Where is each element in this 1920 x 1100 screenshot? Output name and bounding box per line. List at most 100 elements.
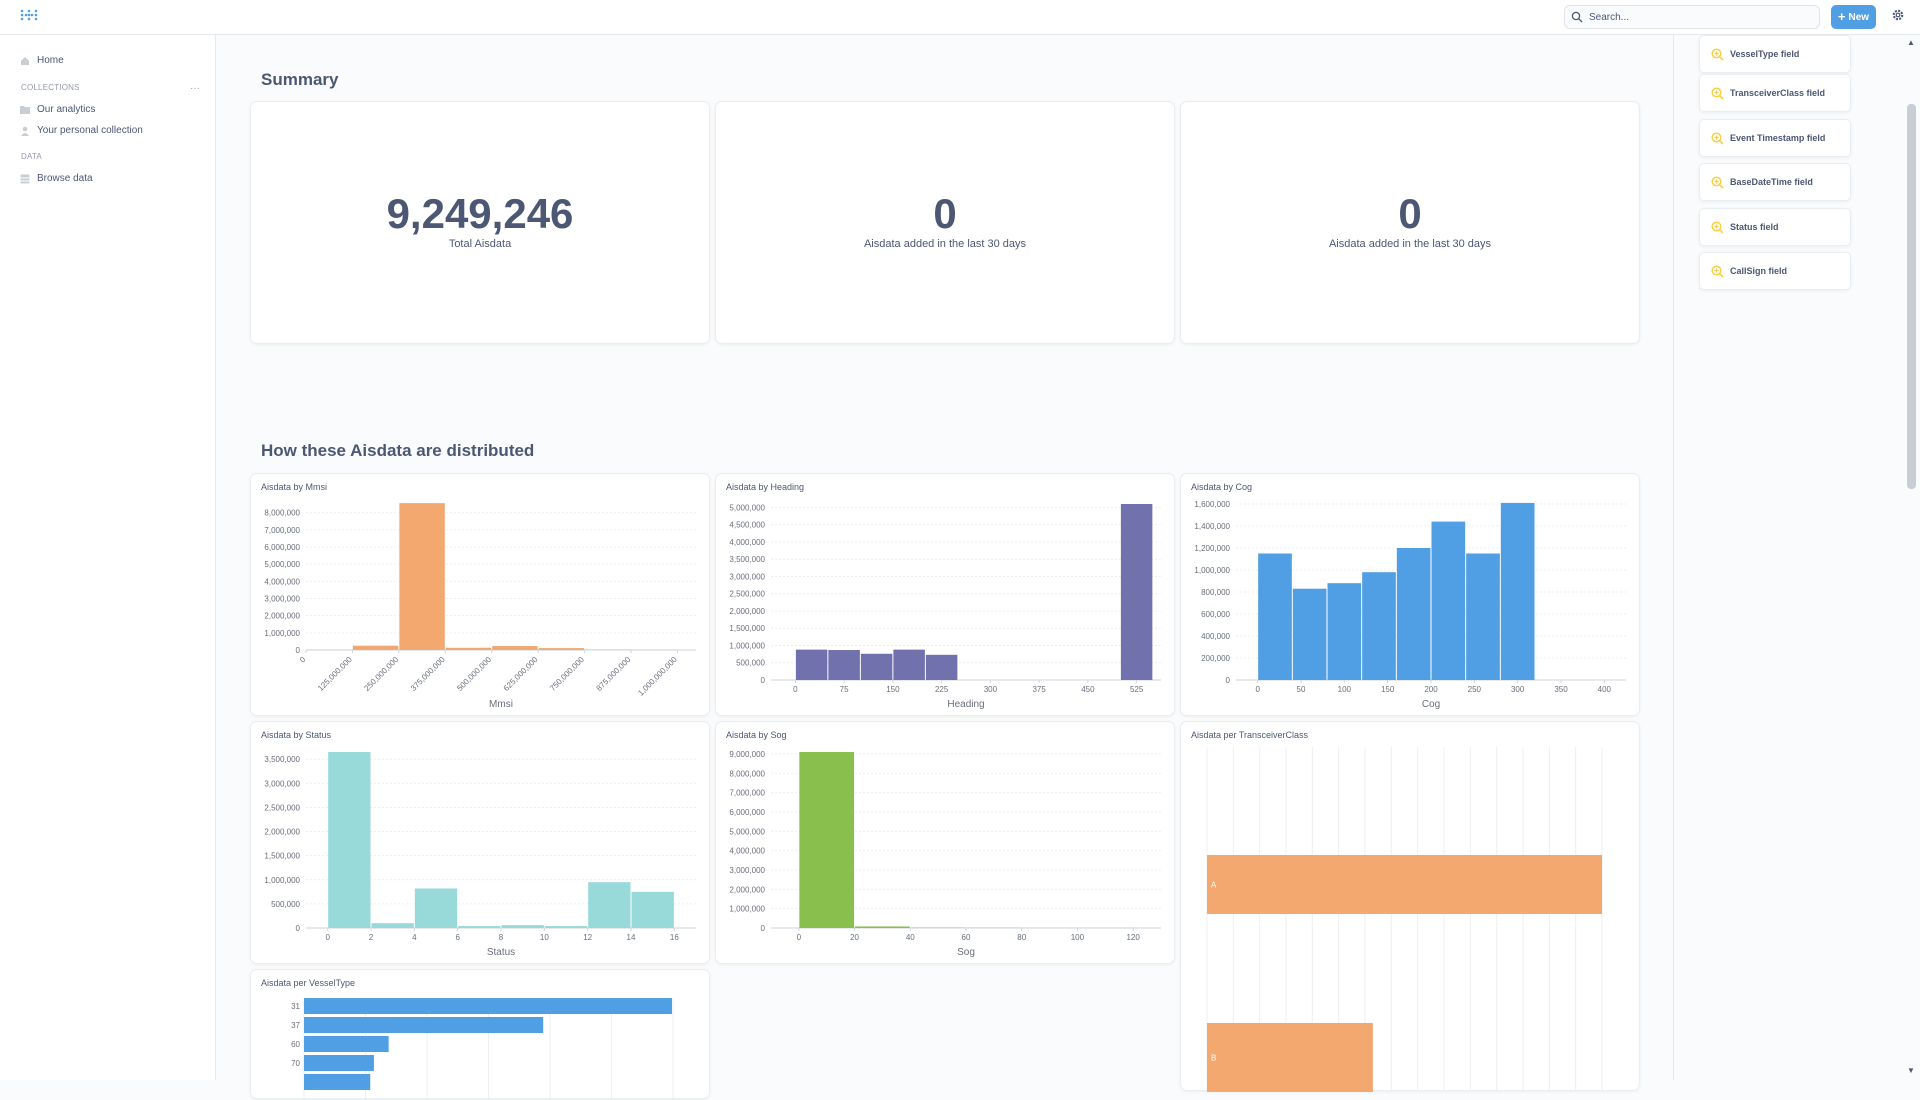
y-tick-label: 4,500,000 — [729, 521, 765, 530]
histogram-bar[interactable] — [796, 650, 828, 680]
y-tick-label: 1,600,000 — [1194, 500, 1230, 509]
histogram-bar[interactable] — [502, 925, 544, 928]
metabase-logo-icon[interactable] — [20, 9, 38, 28]
histogram-bar[interactable] — [458, 926, 500, 928]
bar-chart-svg: AB — [1181, 722, 1641, 1092]
x-tick-label: 350 — [1554, 685, 1568, 694]
zoom-in-icon — [1711, 87, 1724, 100]
field-suggestion-transceiverclass[interactable]: TransceiverClass field — [1699, 74, 1851, 112]
histogram-bar[interactable] — [893, 650, 925, 680]
x-tick-label: 80 — [1017, 933, 1026, 942]
histogram-bar[interactable] — [545, 926, 587, 928]
sidebar-item-browse-data[interactable]: Browse data — [20, 173, 93, 184]
bar[interactable] — [1207, 1023, 1373, 1092]
bar[interactable] — [304, 1036, 389, 1052]
x-tick-label: 10 — [540, 933, 549, 942]
y-tick-label: 1,500,000 — [729, 624, 765, 633]
histogram-bar[interactable] — [926, 655, 958, 680]
bar[interactable] — [304, 1055, 374, 1071]
histogram-bar[interactable] — [492, 646, 537, 650]
histogram-bar[interactable] — [1362, 572, 1396, 680]
scroll-up-arrow-icon[interactable]: ▲ — [1907, 38, 1915, 47]
field-suggestion-callsign[interactable]: CallSign field — [1699, 252, 1851, 290]
y-category-label: 31 — [291, 1002, 300, 1011]
histogram-bar[interactable] — [415, 888, 457, 928]
histogram-bar[interactable] — [588, 882, 630, 928]
sidebar-item-label: Our analytics — [37, 104, 95, 115]
histogram-bar[interactable] — [632, 892, 674, 928]
x-tick-label: 100 — [1071, 933, 1085, 942]
histogram-bar[interactable] — [399, 503, 444, 650]
histogram-bar[interactable] — [1501, 503, 1535, 680]
histogram-bar[interactable] — [1121, 504, 1153, 680]
x-tick-label: 50 — [1297, 685, 1306, 694]
x-tick-label: 6 — [455, 933, 460, 942]
field-suggestion-basedatetime[interactable]: BaseDateTime field — [1699, 163, 1851, 201]
histogram-bar[interactable] — [1397, 548, 1431, 680]
x-tick-label: 875,000,000 — [595, 655, 633, 693]
sidebar-item-label: Home — [37, 55, 64, 66]
y-tick-label: 3,000,000 — [729, 866, 765, 875]
histogram-bar[interactable] — [1432, 522, 1466, 680]
y-tick-label: 1,400,000 — [1194, 522, 1230, 531]
y-tick-label: 2,500,000 — [264, 803, 300, 812]
y-tick-label: 0 — [296, 924, 301, 933]
sidebar-item-our-analytics[interactable]: Our analytics — [20, 104, 95, 115]
bar[interactable] — [304, 1017, 543, 1033]
bar[interactable] — [1207, 855, 1602, 914]
histogram-bar[interactable] — [539, 648, 584, 650]
histogram-bar[interactable] — [353, 646, 398, 650]
scroll-down-arrow-icon[interactable]: ▼ — [1907, 1066, 1915, 1075]
histogram-bar[interactable] — [328, 752, 370, 928]
histogram-bar[interactable] — [1466, 554, 1500, 681]
added-last-30-days-card[interactable]: 0 Aisdata added in the last 30 days — [1180, 101, 1640, 344]
search-input[interactable] — [1589, 9, 1809, 25]
field-suggestion-status[interactable]: Status field — [1699, 208, 1851, 246]
zoom-in-icon — [1711, 132, 1724, 145]
y-tick-label: 3,000,000 — [264, 779, 300, 788]
histogram-bar[interactable] — [861, 654, 893, 680]
sidebar-item-home[interactable]: Home — [20, 55, 64, 66]
new-button[interactable]: + New — [1831, 5, 1876, 29]
y-tick-label: 7,000,000 — [264, 526, 300, 535]
histogram-bar[interactable] — [1258, 554, 1292, 681]
histogram-bar[interactable] — [1293, 589, 1327, 680]
histogram-bar[interactable] — [799, 752, 854, 928]
histogram-bar[interactable] — [1328, 583, 1362, 680]
x-tick-label: 375,000,000 — [409, 655, 447, 693]
histogram-bar[interactable] — [446, 648, 491, 650]
data-heading: DATA — [21, 152, 42, 161]
sidebar-item-label: Your personal collection — [37, 125, 143, 136]
field-suggestion-vesseltype[interactable]: VesselType field — [1699, 35, 1851, 73]
y-tick-label: 1,200,000 — [1194, 544, 1230, 553]
histogram-bar[interactable] — [855, 926, 910, 928]
search-box[interactable] — [1564, 5, 1820, 29]
field-label: Event Timestamp field — [1730, 133, 1825, 143]
person-icon — [20, 126, 30, 136]
gear-icon[interactable] — [1891, 8, 1905, 27]
total-aisdata-card[interactable]: 9,249,246 Total Aisdata — [250, 101, 710, 344]
x-tick-label: 250,000,000 — [362, 655, 400, 693]
bar[interactable] — [304, 998, 672, 1014]
histogram-bar[interactable] — [828, 650, 860, 680]
bar[interactable] — [304, 1074, 370, 1090]
y-tick-label: 1,000,000 — [1194, 566, 1230, 575]
x-tick-label: 150 — [1381, 685, 1395, 694]
y-tick-label: 6,000,000 — [264, 543, 300, 552]
field-suggestion-event-timestamp[interactable]: Event Timestamp field — [1699, 119, 1851, 157]
more-options-icon[interactable]: ··· — [190, 83, 200, 94]
y-tick-label: 4,000,000 — [729, 538, 765, 547]
sidebar-item-personal-collection[interactable]: Your personal collection — [20, 125, 143, 136]
histogram-bar[interactable] — [372, 923, 414, 928]
y-tick-label: 0 — [761, 676, 766, 685]
added-last-30-days-card[interactable]: 0 Aisdata added in the last 30 days — [715, 101, 1175, 344]
x-tick-label: 20 — [850, 933, 859, 942]
scrollbar-thumb[interactable] — [1907, 104, 1916, 489]
